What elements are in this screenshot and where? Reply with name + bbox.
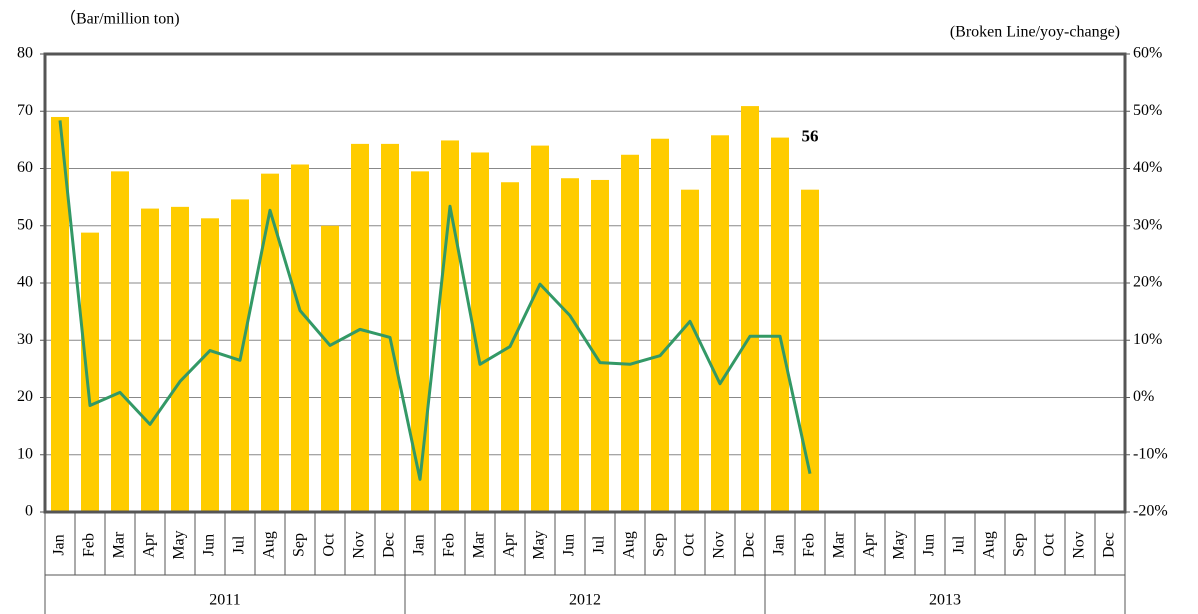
x-tick-label: Oct [1041, 533, 1058, 557]
bar [561, 178, 579, 513]
bar [801, 189, 819, 512]
x-tick-label: Sep [291, 533, 308, 557]
x-tick-label: Mar [471, 531, 488, 558]
plot-border [43, 52, 1127, 514]
x-tick-label: Dec [381, 532, 398, 558]
bar [741, 106, 759, 512]
y-tick-label: 40 [17, 274, 33, 291]
bar [621, 154, 639, 512]
x-tick-label: Oct [681, 533, 698, 557]
data-label: 56 [802, 127, 819, 146]
y-tick-label: 10 [17, 445, 33, 462]
bar [81, 232, 99, 512]
y-tick-label: 80 [17, 45, 33, 62]
y2-tick-label: -20% [1133, 503, 1168, 520]
x-tick-label: Feb [81, 533, 98, 557]
x-tick-label: Dec [1101, 532, 1118, 558]
x-tick-label: Jul [591, 535, 608, 554]
bar [411, 171, 429, 513]
bar [381, 143, 399, 512]
x-tick-label: May [891, 530, 908, 559]
bar [771, 137, 789, 512]
y-tick-label: 60 [17, 159, 33, 176]
x-tick-label: Jan [771, 534, 788, 555]
bar [141, 208, 159, 512]
x-tick-label: Nov [1071, 531, 1088, 559]
x-tick-label: Jan [51, 534, 68, 555]
x-tick-label: Jul [231, 535, 248, 554]
bar [111, 171, 129, 513]
y-tick-label: 20 [17, 388, 33, 405]
y2-tick-label: 0% [1133, 388, 1154, 405]
x-group-label: 2011 [209, 592, 240, 609]
x-tick-label: Feb [801, 533, 818, 557]
x-tick-label: Apr [141, 532, 158, 558]
y2-tick-label: 40% [1133, 159, 1162, 176]
bar [681, 189, 699, 512]
bar [471, 152, 489, 512]
x-tick-label: Dec [741, 532, 758, 558]
x-tick-label: May [531, 530, 548, 559]
bar [321, 225, 339, 512]
x-tick-label: Jan [411, 534, 428, 555]
x-tick-label: May [171, 530, 188, 559]
x-tick-label: Nov [711, 531, 728, 559]
bar [591, 179, 609, 512]
bar [531, 145, 549, 512]
bar [711, 135, 729, 513]
x-tick-label: Jul [951, 535, 968, 554]
x-tick-label: Mar [111, 531, 128, 558]
y-tick-label: 30 [17, 331, 33, 348]
y-tick-label: 0 [25, 503, 33, 520]
bar [441, 140, 459, 512]
x-tick-label: Oct [321, 533, 338, 557]
y-tick-label: 50 [17, 216, 33, 233]
y2-tick-label: 30% [1133, 216, 1162, 233]
y2-tick-label: 60% [1133, 45, 1162, 62]
y2-tick-label: 20% [1133, 274, 1162, 291]
x-tick-label: Aug [981, 531, 998, 559]
bar [261, 173, 279, 512]
y2-tick-label: 10% [1133, 331, 1162, 348]
line [58, 120, 812, 481]
y2-axis-label: (Broken Line/yoy-change) [950, 24, 1120, 41]
x-group-label: 2013 [929, 592, 961, 609]
x-tick-label: Nov [351, 531, 368, 559]
y2-tick-label: -10% [1133, 445, 1168, 462]
bar [171, 206, 189, 513]
x-tick-label: Jun [921, 534, 938, 556]
x-tick-label: Aug [621, 531, 638, 559]
x-tick-label: Aug [261, 531, 278, 559]
x-tick-label: Mar [831, 531, 848, 558]
x-tick-label: Jun [201, 534, 218, 556]
bar [651, 138, 669, 513]
x-tick-label: Feb [441, 533, 458, 557]
bar [51, 116, 69, 512]
x-tick-label: Apr [861, 532, 878, 558]
y-axis-label: （Bar/million ton) [60, 10, 180, 28]
x-tick-label: Sep [1011, 533, 1028, 557]
x-tick-label: Sep [651, 533, 668, 557]
x-tick-label: Apr [501, 532, 518, 558]
x-tick-label: Jun [561, 534, 578, 556]
bar [291, 164, 309, 512]
y2-tick-label: 50% [1133, 102, 1162, 119]
bar [201, 218, 219, 512]
x-group-label: 2012 [569, 592, 601, 609]
y-tick-label: 70 [17, 102, 33, 119]
